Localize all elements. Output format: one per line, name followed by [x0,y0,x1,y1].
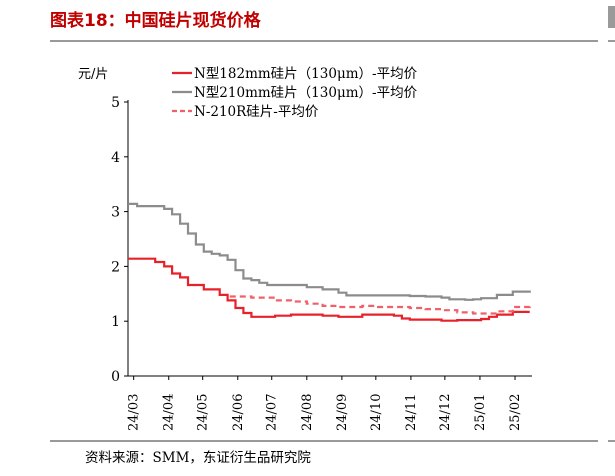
x-tick-label: 24/12 [438,394,453,431]
y-tick-label: 0 [111,369,120,385]
x-tick-label: 24/09 [335,394,350,431]
x-tick-label: 24/07 [265,394,280,431]
y-tick-label: 3 [111,205,120,221]
x-tick-label: 24/10 [369,394,384,431]
adjacent-figure-bottom-divider [608,440,615,442]
figure-title: 图表18：中国硅片现货价格 [50,11,261,31]
series-line-2 [128,202,531,301]
x-tick-label: 24/04 [162,394,177,431]
source-note: 资料来源：SMM，东证衍生品研究院 [85,450,311,466]
x-tick-label: 25/02 [508,394,523,431]
y-tick-label: 4 [111,150,120,166]
adjacent-figure-divider [608,40,615,42]
x-tick-label: 24/03 [127,394,142,431]
x-tick-label: 24/08 [300,394,315,431]
x-tick-label: 24/06 [231,394,246,431]
y-tick-label: 1 [111,314,120,330]
adjacent-figure-edge [608,6,615,28]
legend-label-2: N型210mm硅片（130μm）-平均价 [194,85,418,101]
title-divider [50,40,598,42]
source-divider [50,440,598,442]
y-axis-label: 元/片 [78,67,108,82]
x-tick-label: 24/05 [196,394,211,431]
x-tick-label: 25/01 [473,394,488,431]
x-tick-label: 24/11 [404,394,419,431]
y-tick-label: 5 [111,95,120,111]
y-tick-label: 2 [111,259,120,275]
legend-label-3: N-210R硅片-平均价 [194,104,319,120]
legend-label-1: N型182mm硅片（130μm）-平均价 [194,66,418,82]
series-line-3 [229,295,531,315]
series-line-1 [128,257,530,322]
